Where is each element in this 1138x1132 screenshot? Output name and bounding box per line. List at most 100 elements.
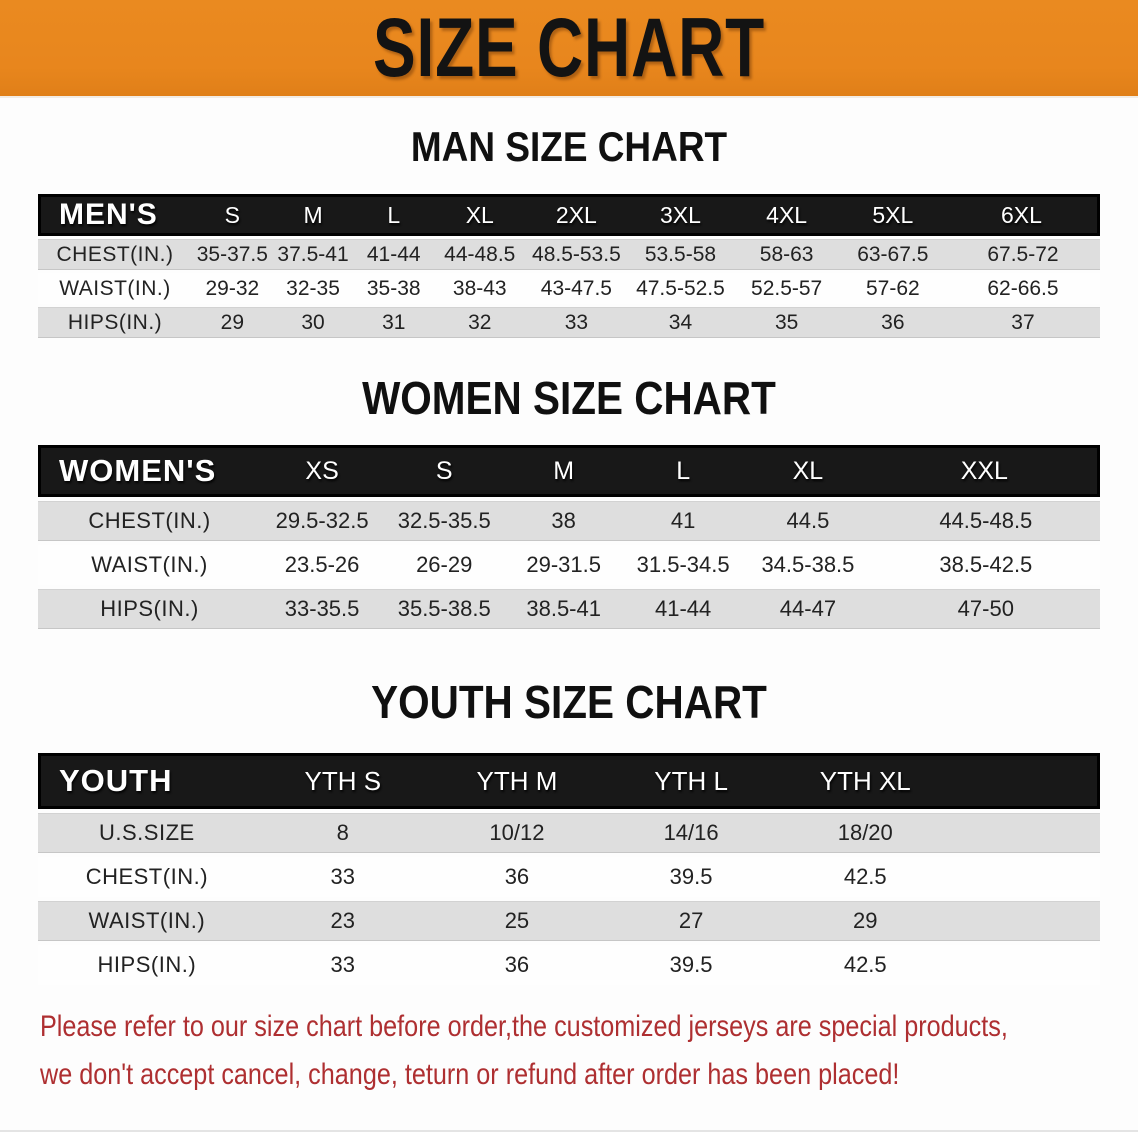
size-column-header: YTH XL <box>778 753 953 809</box>
size-value: 41 <box>622 501 745 541</box>
spacer-cell <box>952 813 1100 853</box>
spacer-cell <box>952 753 1100 809</box>
size-value: 42.5 <box>778 857 953 897</box>
table-row: HIPS(IN.) 33 36 39.5 42.5 <box>38 945 1100 985</box>
row-label: CHEST(IN.) <box>38 239 192 270</box>
size-value: 14/16 <box>604 813 779 853</box>
footer-notice: Please refer to our size chart before or… <box>40 1003 1138 1099</box>
size-value: 44.5-48.5 <box>871 501 1100 541</box>
size-value: 34.5-38.5 <box>744 545 872 585</box>
size-value: 47.5-52.5 <box>627 273 734 304</box>
notice-line-1: Please refer to our size chart before or… <box>40 1010 1008 1043</box>
table-header-row: MEN'S S M L XL 2XL 3XL 4XL 5XL 6XL <box>38 194 1100 236</box>
size-value: 27 <box>604 901 779 941</box>
size-value: 41-44 <box>353 239 435 270</box>
size-value: 67.5-72 <box>945 239 1100 270</box>
size-value: 43-47.5 <box>525 273 628 304</box>
size-value: 35 <box>733 307 840 338</box>
row-label: WAIST(IN.) <box>38 901 256 941</box>
size-column-header: L <box>353 194 435 236</box>
size-value: 42.5 <box>778 945 953 985</box>
size-value: 36 <box>839 307 946 338</box>
section-men: MAN SIZE CHART MEN'S S M L XL 2XL 3XL 4XL 5XL 6XL… <box>0 124 1138 341</box>
size-value: 53.5-58 <box>627 239 734 270</box>
row-label: HIPS(IN.) <box>38 307 192 338</box>
size-value: 25 <box>429 901 605 941</box>
size-value: 44-47 <box>744 589 872 629</box>
table-header-row: WOMEN'S XS S M L XL XXL <box>38 445 1100 497</box>
table-title-cell: MEN'S <box>38 194 192 236</box>
size-column-header: XS <box>261 445 384 497</box>
table-row: CHEST(IN.) 35-37.5 37.5-41 41-44 44-48.5 48.5… <box>38 239 1100 270</box>
banner: SIZE CHART <box>0 0 1138 98</box>
size-value: 18/20 <box>778 813 953 853</box>
size-value: 63-67.5 <box>839 239 946 270</box>
size-column-header: YTH S <box>255 753 430 809</box>
size-value: 32 <box>434 307 526 338</box>
table-row: HIPS(IN.) 29 30 31 32 33 34 35 36 37 <box>38 307 1100 338</box>
size-column-header: YTH L <box>604 753 779 809</box>
size-column-header: S <box>383 445 506 497</box>
size-value: 48.5-53.5 <box>525 239 628 270</box>
size-column-header: 4XL <box>733 194 840 236</box>
size-value: 32-35 <box>272 273 354 304</box>
size-value: 31.5-34.5 <box>622 545 745 585</box>
size-value: 34 <box>627 307 734 338</box>
section-women: WOMEN SIZE CHART WOMEN'S XS S M L XL XXL CHEST(… <box>0 373 1138 633</box>
section-youth: YOUTH SIZE CHART YOUTH YTH S YTH M YTH L YTH… <box>0 677 1138 989</box>
size-column-header: 2XL <box>525 194 628 236</box>
size-value: 30 <box>272 307 354 338</box>
spacer-cell <box>952 857 1100 897</box>
size-value: 10/12 <box>429 813 605 853</box>
size-column-header: M <box>505 445 623 497</box>
notice-line-2: we don't accept cancel, change, teturn o… <box>40 1058 900 1091</box>
table-row: CHEST(IN.) 29.5-32.5 32.5-35.5 38 41 44.5 44.5… <box>38 501 1100 541</box>
size-value: 26-29 <box>383 545 506 585</box>
size-value: 33 <box>255 945 430 985</box>
size-value: 52.5-57 <box>733 273 840 304</box>
size-value: 36 <box>429 945 605 985</box>
table-row: WAIST(IN.) 23.5-26 26-29 29-31.5 31.5-34.5 34… <box>38 545 1100 585</box>
size-value: 39.5 <box>604 857 779 897</box>
size-value: 29.5-32.5 <box>261 501 384 541</box>
size-value: 35.5-38.5 <box>383 589 506 629</box>
size-column-header: 3XL <box>627 194 734 236</box>
size-value: 44.5 <box>744 501 872 541</box>
size-value: 35-38 <box>353 273 435 304</box>
size-value: 8 <box>255 813 430 853</box>
table-row: WAIST(IN.) 29-32 32-35 35-38 38-43 43-47.5 47.… <box>38 273 1100 304</box>
size-value: 38 <box>505 501 623 541</box>
youth-size-table: YOUTH YTH S YTH M YTH L YTH XL U.S.SIZE 8 10/12… <box>38 749 1100 989</box>
size-column-header: YTH M <box>429 753 605 809</box>
size-value: 47-50 <box>871 589 1100 629</box>
size-column-header: XXL <box>871 445 1100 497</box>
row-label: CHEST(IN.) <box>38 501 262 541</box>
row-label: WAIST(IN.) <box>38 545 262 585</box>
women-size-table: WOMEN'S XS S M L XL XXL CHEST(IN.) 29.5-32.5 32.5… <box>38 441 1100 633</box>
size-value: 37.5-41 <box>272 239 354 270</box>
size-value: 36 <box>429 857 605 897</box>
men-section-heading: MAN SIZE CHART <box>410 123 728 170</box>
size-value: 31 <box>353 307 435 338</box>
size-value: 29 <box>778 901 953 941</box>
women-section-heading: WOMEN SIZE CHART <box>362 372 776 424</box>
size-value: 32.5-35.5 <box>383 501 506 541</box>
size-value: 23.5-26 <box>261 545 384 585</box>
row-label: U.S.SIZE <box>38 813 256 853</box>
youth-section-heading: YOUTH SIZE CHART <box>371 676 767 728</box>
size-value: 29-31.5 <box>505 545 623 585</box>
table-row: CHEST(IN.) 33 36 39.5 42.5 <box>38 857 1100 897</box>
size-value: 29 <box>191 307 273 338</box>
size-value: 38.5-41 <box>505 589 623 629</box>
table-header-row: YOUTH YTH S YTH M YTH L YTH XL <box>38 753 1100 809</box>
row-label: HIPS(IN.) <box>38 945 256 985</box>
size-value: 57-62 <box>839 273 946 304</box>
size-column-header: XL <box>744 445 872 497</box>
size-column-header: 6XL <box>945 194 1100 236</box>
size-value: 33-35.5 <box>261 589 384 629</box>
row-label: HIPS(IN.) <box>38 589 262 629</box>
size-value: 62-66.5 <box>945 273 1100 304</box>
spacer-cell <box>952 945 1100 985</box>
size-column-header: M <box>272 194 354 236</box>
